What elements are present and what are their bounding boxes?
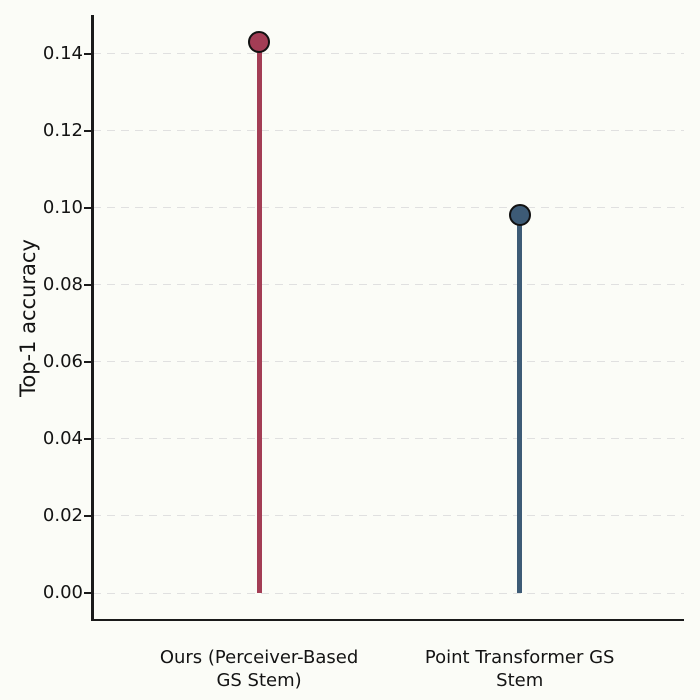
gridline: [93, 438, 684, 440]
y-tick-label: 0.12: [42, 119, 83, 141]
y-tick-label: 0.04: [42, 427, 83, 449]
y-tick-label: 0.06: [42, 350, 83, 372]
y-tick-label: 0.00: [42, 582, 83, 603]
y-tick-mark: [84, 129, 92, 132]
y-tick-mark: [84, 437, 92, 440]
y-tick-mark: [84, 592, 92, 594]
gridline: [93, 361, 684, 363]
y-tick-label: 0.08: [42, 273, 83, 295]
gridline: [93, 130, 684, 132]
stem-marker: [508, 204, 531, 227]
y-axis-spine: [91, 15, 94, 621]
stem-marker: [248, 31, 271, 54]
gridline: [93, 207, 684, 209]
y-tick-mark: [84, 283, 92, 286]
y-tick-label: 0.10: [42, 196, 83, 218]
x-category-label: Point Transformer GS Stem: [424, 647, 615, 691]
y-tick-label: 0.02: [42, 504, 83, 526]
gridline: [93, 515, 684, 517]
y-tick-mark: [84, 52, 92, 55]
y-axis-label: Top-1 accuracy: [16, 239, 40, 397]
stem-line: [517, 215, 523, 593]
x-category-label: Ours (Perceiver-Based GS Stem): [159, 647, 359, 691]
y-tick-mark: [84, 206, 92, 209]
stem-line: [256, 42, 262, 593]
gridline: [93, 53, 684, 55]
y-tick-mark: [84, 360, 92, 363]
x-axis-spine: [91, 618, 684, 622]
gridline: [93, 592, 684, 594]
y-tick-mark: [84, 514, 92, 517]
gridline: [93, 284, 684, 286]
y-tick-label: 0.14: [42, 42, 83, 64]
